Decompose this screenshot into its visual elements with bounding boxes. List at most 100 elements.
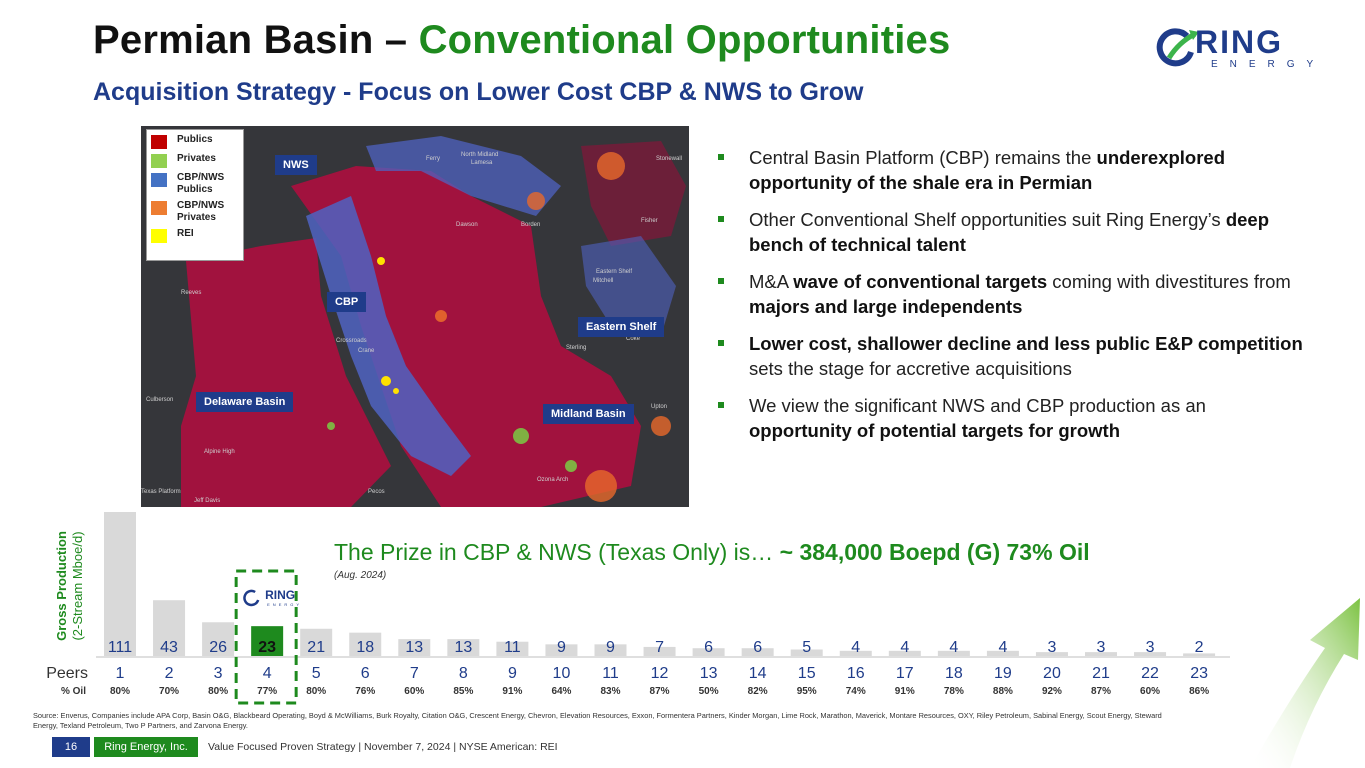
town-label: Mitchell [593,278,614,284]
x-tick-label: 6 [361,665,370,682]
prize-date: (Aug. 2024) [334,570,387,581]
bullet-square-icon [718,402,724,408]
bar-value-label: 6 [753,639,762,656]
bar-value-label: 18 [356,639,374,656]
bar-value-label: 21 [307,639,325,656]
oil-pct-label: 88% [993,686,1013,697]
bar [153,600,186,656]
oil-pct-label: 77% [257,686,277,697]
bullet-list: Central Basin Platform (CBP) remains the… [718,146,1308,456]
legend-item-privates: Privates [151,153,239,168]
oil-pct-label: 87% [1091,686,1111,697]
x-tick-label: 14 [749,665,767,682]
bar [937,650,970,656]
bar [349,632,382,656]
page-title: Permian Basin – Conventional Opportuniti… [93,18,950,63]
town-label: Culberson [146,397,174,403]
oil-pct-label: 80% [306,686,326,697]
town-label: Lamesa [471,160,493,166]
bullet-square-icon [718,340,724,346]
x-tick-label: 15 [798,665,816,682]
oil-pct-label: 83% [600,686,620,697]
x-tick-label: 1 [116,665,125,682]
oil-pct-label: 74% [846,686,866,697]
bar-value-label: 4 [851,639,860,656]
oil-pct-label: 91% [502,686,522,697]
bar [447,639,480,656]
legend-label: CBP/NWS Publics [177,172,225,195]
bar [398,639,431,656]
legend-item-cbp-nws-privates: CBP/NWS Privates [151,200,239,224]
bar-value-label: 3 [1047,639,1056,656]
x-tick-label: 8 [459,665,468,682]
bar [986,650,1019,656]
bar [888,650,921,656]
source-note: Source: Enverus, Companies include APA C… [33,711,1162,730]
prize-headline: The Prize in CBP & NWS (Texas Only) is… … [334,539,1090,565]
bar-value-label: 7 [655,639,664,656]
town-label: Coke [626,336,641,342]
page-number: 16 [52,737,90,757]
bar-value-label: 9 [557,639,566,656]
town-label: Upton [651,404,668,410]
x-axis-title: Peers [46,665,88,682]
town-label: Reeves [181,290,202,296]
x-tick-label: 3 [214,665,223,682]
x-tick-label: 9 [508,665,517,682]
town-label: Ozona Arch [537,477,569,483]
bar [1085,652,1117,656]
town-label: Texas Platform [141,489,181,495]
bar-value-label: 4 [900,639,909,656]
bar-value-label: 2 [1195,639,1204,656]
town-label: Pecos [368,489,385,495]
legend-label: Privates [177,153,216,164]
bar [545,644,578,656]
town-label: Jeff Davis [194,498,221,504]
x-tick-label: 5 [312,665,321,682]
bullet-text: M&A wave of conventional targets coming … [749,271,1291,317]
ring-energy-logo: RING ENERGY [1155,24,1315,74]
region-label-midland: Midland Basin [543,404,634,424]
bar-value-label: 4 [949,639,958,656]
permian-map: Ferry North Midland Lamesa Stonewall Daw… [141,126,689,507]
footer-company: Ring Energy, Inc. [94,737,198,757]
bullet-text: We view the significant NWS and CBP prod… [749,395,1206,441]
growth-arrow-icon [1250,598,1360,768]
logo-word: RING [1195,24,1283,60]
x-tick-label: 4 [263,665,272,682]
footer-text: Value Focused Proven Strategy | November… [208,741,558,753]
ring-mini-logo-sub: ENERGY [267,602,302,607]
bar-value-label: 11 [504,639,521,656]
footer: 16 Ring Energy, Inc. Value Focused Prove… [52,737,558,757]
oil-pct-label: 70% [159,686,179,697]
town-label: Crossroads [336,338,367,344]
oil-pct-label: 60% [1140,686,1160,697]
bar [1134,652,1167,656]
x-tick-label: 12 [651,665,669,682]
town-label: Stonewall [656,156,683,162]
x-tick-label: 19 [994,665,1012,682]
bullet-square-icon [718,278,724,284]
bullet-item: We view the significant NWS and CBP prod… [718,394,1308,443]
bar-value-label: 3 [1097,639,1106,656]
bullet-item: Other Conventional Shelf opportunities s… [718,208,1308,257]
title-main: Permian Basin – [93,18,419,62]
bar [594,644,627,656]
legend-swatch [151,201,167,215]
town-label: Ferry [426,156,440,162]
x-tick-label: 11 [602,665,619,682]
bar [1035,652,1068,656]
oil-pct-label: 82% [748,686,768,697]
map-legend: Publics Privates CBP/NWS Publics CBP/NWS… [146,129,244,261]
bar-value-label: 13 [405,639,423,656]
bar-value-label: 4 [998,639,1007,656]
region-label-nws: NWS [275,155,317,175]
peer-production-chart: 111180%43270%26380%23477%21580%18676%137… [46,512,1230,705]
bar-value-label: 13 [454,639,472,656]
bar-value-label: 6 [704,639,713,656]
town-label: Alpine High [204,449,235,455]
legend-label: CBP/NWS Privates [177,200,225,223]
oil-pct-label: 87% [650,686,670,697]
town-label: Crane [358,348,375,354]
oil-pct-label: 85% [453,686,473,697]
